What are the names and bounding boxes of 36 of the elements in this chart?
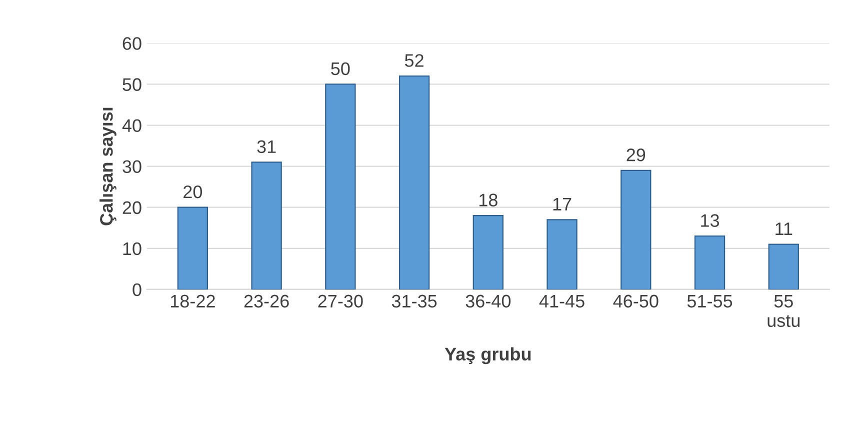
data-label: 18 <box>479 194 498 206</box>
bar <box>472 215 504 290</box>
x-tick-label: 41-45 <box>539 294 584 308</box>
bar <box>251 162 282 290</box>
data-label: 52 <box>404 54 424 67</box>
y-axis-title: Çalışan sayısı <box>100 108 116 226</box>
bar <box>325 84 356 290</box>
x-tick-label: 36-40 <box>466 294 511 308</box>
data-label: 29 <box>626 148 646 162</box>
y-tick-label: 40 <box>122 119 142 132</box>
y-tick-label: 10 <box>123 242 142 256</box>
y-tick-label: 0 <box>132 283 142 296</box>
x-axis-title: Yaş grubu <box>444 347 531 364</box>
bar <box>768 244 799 290</box>
y-tick-label: 50 <box>122 78 142 91</box>
data-label: 11 <box>776 222 792 235</box>
y-tick-label: 60 <box>122 37 142 50</box>
data-label: 17 <box>553 198 572 210</box>
y-tick-label: 20 <box>122 201 142 214</box>
y-tick-label: 30 <box>122 160 142 174</box>
x-tick-label: 18-22 <box>170 294 215 308</box>
bar <box>620 170 652 290</box>
bar <box>694 236 726 290</box>
x-tick-label: 23-26 <box>244 294 289 308</box>
x-tick-label: 31-35 <box>392 294 437 308</box>
x-tick-label: 55 ustu <box>768 294 800 328</box>
data-label: 20 <box>184 185 202 198</box>
data-label: 31 <box>257 140 276 154</box>
bar <box>546 219 578 290</box>
data-label: 13 <box>701 214 720 227</box>
bar <box>398 75 430 290</box>
x-tick-label: 46-50 <box>613 294 658 308</box>
bar <box>177 206 208 290</box>
x-tick-label: 27-30 <box>318 294 363 308</box>
x-tick-label: 51-55 <box>687 294 732 308</box>
data-label: 50 <box>331 62 350 76</box>
